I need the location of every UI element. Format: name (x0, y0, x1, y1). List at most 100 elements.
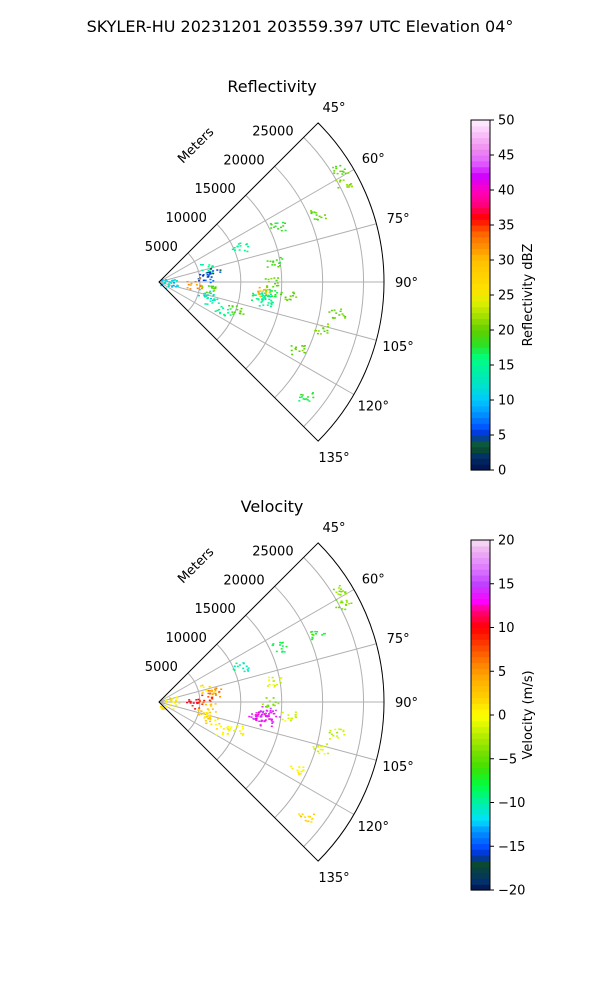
radar-gate (348, 184, 351, 186)
colorbar-segment (471, 242, 490, 249)
radar-gate (200, 713, 203, 715)
radar-gate (274, 222, 277, 225)
radar-gate (186, 280, 189, 283)
colorbar-segment (471, 715, 490, 722)
radar-gate (165, 279, 167, 281)
radar-gate (304, 345, 306, 347)
data-points (160, 164, 353, 402)
colorbar-segment (471, 370, 490, 378)
radar-gate (295, 296, 298, 298)
radar-gate (212, 280, 215, 282)
radar-gate (314, 330, 317, 332)
radar-gate (199, 273, 202, 276)
radar-gate (209, 300, 212, 302)
radar-gate (339, 601, 342, 604)
radar-gate (261, 703, 264, 705)
radar-gate (202, 691, 204, 693)
radar-gate (212, 272, 215, 275)
colorbar-segment (471, 872, 490, 879)
radar-gate (326, 743, 328, 745)
colorbar-segment (471, 575, 490, 582)
radar-gate (348, 602, 350, 605)
radar-gate (233, 665, 236, 667)
radar-gate (272, 260, 275, 262)
radar-gate (201, 703, 204, 705)
radar-gate (214, 286, 217, 288)
radar-gate (270, 227, 273, 229)
radar-gate (163, 282, 166, 285)
radar-gate (268, 713, 270, 715)
radar-gate (266, 304, 269, 306)
radar-gate (279, 256, 282, 259)
radar-gate (270, 305, 272, 308)
radar-gate (212, 270, 215, 272)
radar-gate (320, 216, 323, 219)
radar-gate (242, 313, 245, 315)
radar-gate (214, 287, 217, 289)
radar-gate (251, 299, 253, 301)
radar-gate (336, 172, 339, 175)
colorbar-segment (471, 697, 490, 704)
radar-gate (270, 720, 273, 722)
azimuth-tick-label: 105° (382, 760, 413, 775)
radar-gate (293, 292, 296, 295)
colorbar-segment (471, 796, 490, 804)
colorbar-tick-label: 10 (498, 394, 515, 409)
colorbar-tick-label: −20 (498, 884, 525, 899)
radar-gate (197, 709, 200, 711)
colorbar-segment (471, 656, 490, 664)
radar-gate (309, 816, 312, 818)
radar-gate (273, 685, 276, 687)
radar-gate (258, 305, 261, 307)
radar-gate (236, 665, 239, 668)
radar-gate (269, 718, 272, 720)
radar-gate (207, 266, 210, 268)
colorbar-segment (471, 703, 490, 710)
radar-gate (272, 710, 274, 712)
radar-gate (274, 283, 276, 285)
radar-gate (275, 279, 278, 282)
radar-gate (212, 287, 215, 289)
colorbar-segment (471, 726, 490, 734)
radar-gate (207, 276, 210, 278)
radar-gate (207, 692, 210, 695)
range-tick-label: 25000 (252, 124, 293, 139)
radar-gate (300, 396, 303, 398)
range-tick-label: 15000 (194, 182, 235, 197)
radar-gate (271, 676, 274, 679)
radar-gate (257, 291, 260, 294)
radar-gate (206, 297, 209, 300)
radar-gate (227, 728, 229, 730)
radar-gate (263, 713, 266, 715)
radar-gate (290, 349, 293, 352)
radar-gate (230, 726, 233, 728)
radar-gate (219, 269, 222, 271)
radar-gate (266, 685, 269, 687)
radar-gate (208, 715, 211, 717)
radar-gate (211, 302, 214, 304)
colorbar-segment (471, 738, 490, 745)
radar-gate (334, 728, 337, 731)
radar-gate (209, 700, 212, 703)
radar-gate (276, 282, 279, 284)
radar-gate (219, 725, 222, 728)
radar-gate (233, 247, 236, 249)
radar-gate (273, 712, 276, 715)
radar-gate (252, 292, 254, 295)
radar-gate (204, 716, 207, 718)
radar-gate (292, 295, 294, 297)
radar-gate (269, 295, 272, 298)
radar-gate (198, 294, 200, 297)
radar-gate (270, 290, 273, 292)
radar-gate (212, 285, 215, 288)
radar-gate (302, 766, 305, 768)
radar-gate (190, 282, 193, 285)
sector-outline (158, 542, 385, 862)
colorbar-segment (471, 388, 490, 395)
radar-gate (171, 698, 174, 700)
radar-gate (201, 694, 204, 697)
radar-gate (344, 317, 347, 319)
radar-gate (219, 271, 222, 273)
radar-gate (317, 750, 320, 753)
